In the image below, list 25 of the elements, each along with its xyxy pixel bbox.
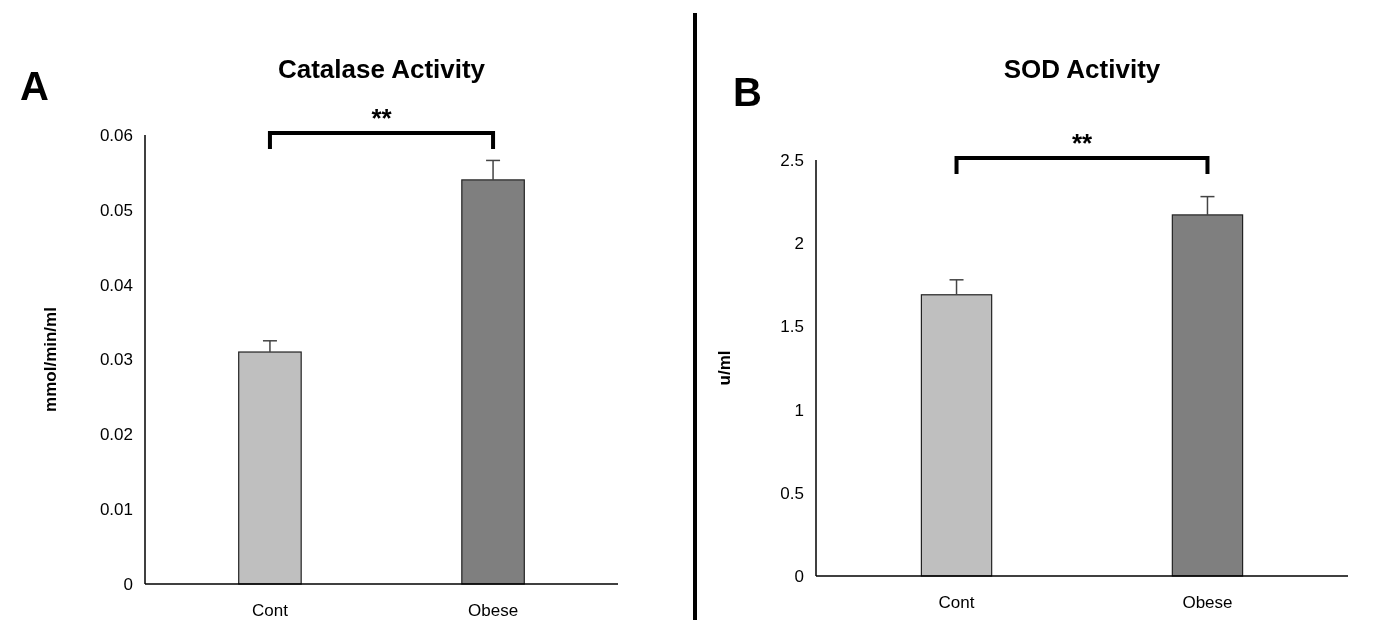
y-tick-label: 0.01 <box>99 500 133 520</box>
text: ** <box>371 103 393 133</box>
y-tick-label: 0.06 <box>99 125 133 145</box>
x-tick-label: Obese <box>1182 593 1233 612</box>
y-tick-label: 1 <box>794 400 804 420</box>
y-tick-label: 0.04 <box>99 275 133 295</box>
y-tick-label: 2.5 <box>780 150 804 170</box>
y-tick-label: 0 <box>794 566 804 586</box>
text: B <box>733 70 762 114</box>
y-axis-title: mmol/min/ml <box>41 307 60 412</box>
y-tick-label: 0.5 <box>780 483 804 503</box>
x-tick-label: Cont <box>938 593 975 612</box>
y-tick-label: 0 <box>123 574 133 594</box>
y-tick-label: 0.03 <box>99 350 133 370</box>
y-axis-title: u/ml <box>715 350 734 386</box>
y-tick-label: 1.5 <box>780 317 804 337</box>
chart-title: SOD Activity <box>1003 54 1161 84</box>
x-tick-label: Obese <box>468 601 519 620</box>
y-tick-label: 2 <box>794 234 804 254</box>
y-tick-label: 0.02 <box>99 425 133 445</box>
text: A <box>20 64 49 108</box>
text: ** <box>1071 128 1093 158</box>
x-tick-label: Cont <box>251 601 289 620</box>
y-tick-label: 0.05 <box>99 200 133 220</box>
chart-title: Catalase Activity <box>277 54 486 84</box>
